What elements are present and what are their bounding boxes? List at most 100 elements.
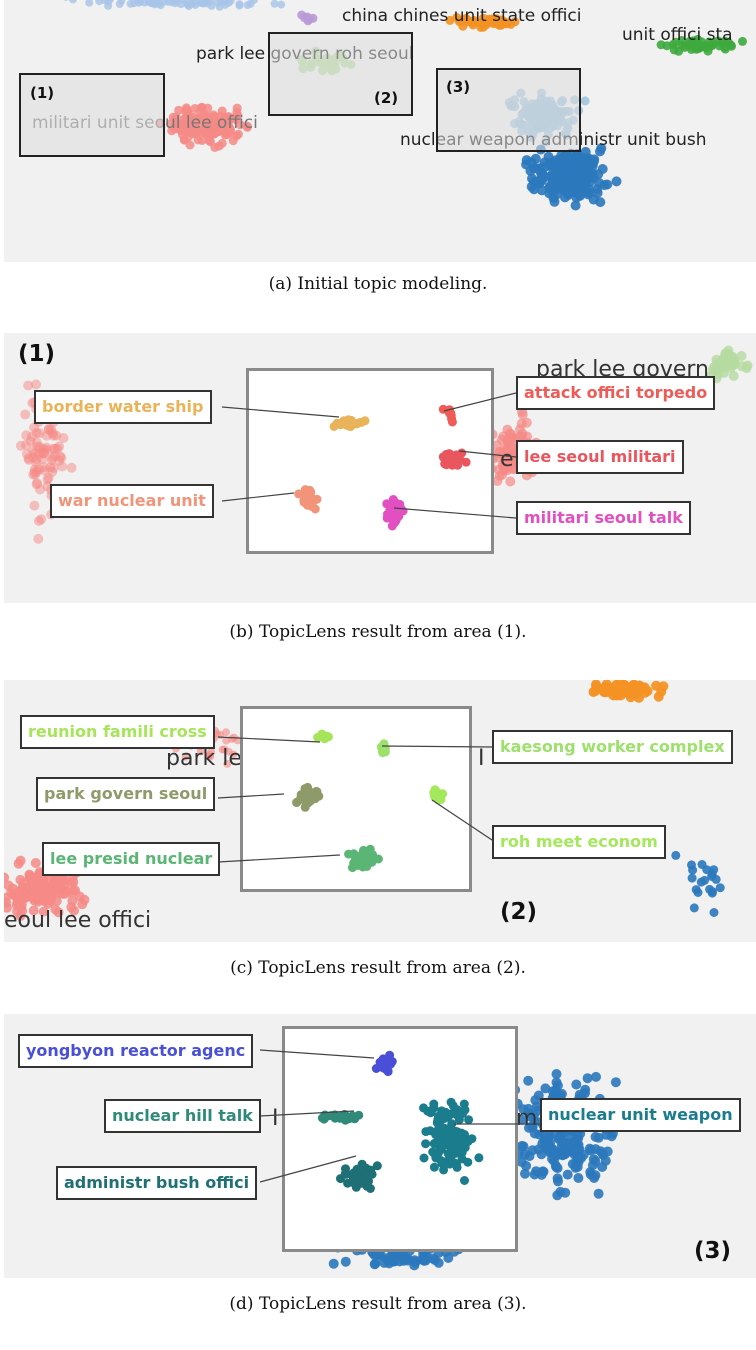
doc-point xyxy=(573,1173,584,1183)
doc-point xyxy=(69,905,80,916)
doc-point xyxy=(426,1108,436,1118)
doc-point xyxy=(47,428,58,439)
doc-point xyxy=(705,884,715,894)
doc-point xyxy=(545,181,556,192)
doc-point xyxy=(499,465,509,476)
panel-a-topic-map: china chines unit state offici unit offi… xyxy=(4,0,756,262)
bg-label-e: e xyxy=(500,447,514,472)
area-3-number: (3) xyxy=(446,78,471,96)
caption-b: (b) TopicLens result from area (1). xyxy=(229,622,527,642)
doc-point xyxy=(593,1188,604,1199)
doc-point xyxy=(189,116,199,126)
doc-point xyxy=(547,1086,558,1097)
doc-point xyxy=(221,0,230,9)
doc-point xyxy=(362,1170,372,1180)
doc-point xyxy=(452,1131,462,1141)
doc-point xyxy=(352,1164,362,1174)
doc-point xyxy=(39,896,50,907)
doc-point xyxy=(445,1159,455,1169)
doc-point xyxy=(206,137,215,147)
doc-point xyxy=(460,1176,469,1185)
doc-point xyxy=(43,472,54,483)
doc-point xyxy=(181,752,190,761)
doc-point xyxy=(516,1114,527,1125)
lens-c-scatter xyxy=(292,729,448,873)
doc-point xyxy=(429,1139,439,1149)
doc-point xyxy=(4,897,12,908)
doc-point xyxy=(29,467,40,478)
topic-box-war-nuclear-unit: war nuclear unit xyxy=(50,484,214,518)
doc-point xyxy=(572,155,583,166)
topic-lens[interactable] xyxy=(282,1026,518,1252)
doc-point xyxy=(115,0,124,8)
doc-point xyxy=(211,126,221,136)
doc-point xyxy=(446,408,456,418)
doc-point xyxy=(213,0,222,7)
doc-point xyxy=(579,168,590,179)
doc-point xyxy=(277,0,286,9)
doc-point xyxy=(526,181,537,192)
doc-point xyxy=(443,1149,453,1159)
topic-box-attack-offici-torpedo: attack offici torpedo xyxy=(516,376,716,410)
doc-point xyxy=(529,1128,540,1139)
bg-label-eoul-lee-offici: eoul lee offici xyxy=(4,908,152,933)
doc-point xyxy=(182,0,191,8)
topic-label-china: china chines unit state offici xyxy=(342,6,582,26)
doc-point xyxy=(100,0,109,5)
doc-point xyxy=(181,103,191,113)
selection-box-area-3[interactable] xyxy=(436,68,581,152)
doc-point xyxy=(592,184,603,195)
area-2-number: (2) xyxy=(374,89,399,107)
doc-point xyxy=(344,849,354,859)
doc-point xyxy=(229,750,238,759)
doc-point xyxy=(540,1083,551,1094)
selection-box-area-2[interactable] xyxy=(268,32,413,116)
doc-point xyxy=(20,409,31,420)
topic-box-kaesong-worker-complex: kaesong worker complex xyxy=(492,730,733,764)
doc-point xyxy=(320,734,330,744)
doc-point xyxy=(63,0,69,1)
doc-point xyxy=(684,41,694,51)
doc-point xyxy=(498,16,508,26)
doc-point xyxy=(190,128,200,138)
doc-point xyxy=(677,36,687,45)
doc-point xyxy=(54,455,65,466)
doc-point xyxy=(460,1130,469,1139)
doc-point xyxy=(170,124,180,134)
doc-point xyxy=(437,1159,447,1169)
doc-point xyxy=(337,1111,346,1121)
area-label-3: (3) xyxy=(694,1238,732,1264)
topic-lens[interactable] xyxy=(240,706,472,892)
doc-point xyxy=(590,1170,601,1181)
doc-point xyxy=(580,96,590,106)
doc-point xyxy=(373,854,383,864)
doc-point xyxy=(560,170,571,181)
doc-point xyxy=(106,0,114,4)
doc-point xyxy=(691,885,701,895)
doc-point xyxy=(510,17,520,27)
doc-point xyxy=(365,844,375,854)
selection-box-area-1[interactable] xyxy=(19,73,165,157)
doc-point xyxy=(174,105,184,115)
doc-point xyxy=(551,1069,562,1079)
lens-b-scatter xyxy=(294,404,471,531)
topic-box-reunion-famili-cross: reunion famili cross xyxy=(20,715,215,749)
doc-point xyxy=(531,1101,542,1112)
doc-point xyxy=(388,495,398,504)
doc-point xyxy=(31,454,42,465)
panel-d-topiclens: I m (3) yongbyon reactor agenc nuclear h… xyxy=(4,1014,756,1278)
doc-point xyxy=(454,1115,464,1125)
doc-point xyxy=(443,1253,454,1263)
topic-lens[interactable] xyxy=(246,368,494,554)
doc-point xyxy=(58,875,69,886)
doc-point xyxy=(562,151,573,162)
doc-point xyxy=(460,1105,470,1115)
doc-point xyxy=(31,427,42,438)
doc-point xyxy=(726,362,736,373)
doc-point xyxy=(566,181,577,191)
doc-point xyxy=(4,872,10,883)
doc-point xyxy=(28,888,39,899)
doc-point xyxy=(300,13,310,23)
doc-point xyxy=(696,877,706,887)
doc-point xyxy=(591,1071,601,1082)
